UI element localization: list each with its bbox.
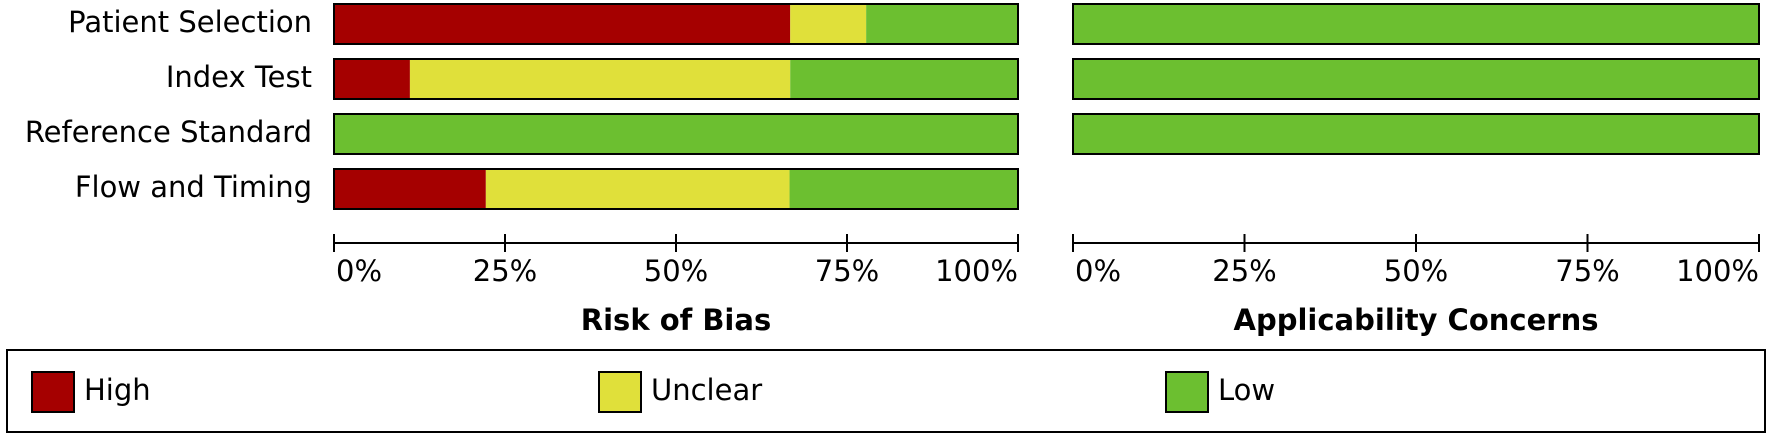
x-tick-label: 75% [815,254,879,288]
bar-outline [1072,58,1760,100]
x-tick-label: 50% [1384,254,1448,288]
legend-label: High [84,373,151,407]
x-axis-title: Risk of Bias [581,303,771,337]
y-tick-label: Reference Standard [25,115,312,149]
bar-segment [866,4,1018,44]
y-tick-label: Index Test [166,60,312,94]
x-tick-label: 0% [1075,254,1121,288]
bar-segment [1073,59,1759,99]
bar-segment [334,169,486,209]
x-tick-label: 0% [336,254,382,288]
y-tick-label: Flow and Timing [75,170,312,204]
bar-segment [334,59,410,99]
bar-outline [1072,3,1760,45]
bar-segment [334,114,1018,154]
x-axis-title: Applicability Concerns [1234,303,1599,337]
bar-segment [790,4,867,44]
bar-segment [409,59,791,99]
bar-segment [1073,114,1759,154]
legend-label: Unclear [651,373,762,407]
legend-swatch [598,371,642,413]
bar-segment [485,169,790,209]
legend-label: Low [1218,373,1275,407]
bar-outline [333,113,1019,155]
x-tick-label: 25% [473,254,537,288]
bar-outline [333,3,1019,45]
x-tick-label: 100% [935,254,1018,288]
legend-swatch [1165,371,1209,413]
bar-outline [333,168,1019,210]
bar-segment [790,59,1018,99]
bar-outline [333,58,1019,100]
y-tick-label: Patient Selection [68,5,312,39]
x-tick-label: 25% [1212,254,1276,288]
bar-outline [1072,113,1760,155]
bar-segment [789,169,1018,209]
x-tick-label: 100% [1676,254,1759,288]
bar-segment [334,4,791,44]
bar-segment [1073,4,1759,44]
legend-box [6,349,1766,433]
x-tick-label: 75% [1555,254,1619,288]
x-tick-label: 50% [644,254,708,288]
legend-swatch [31,371,75,413]
